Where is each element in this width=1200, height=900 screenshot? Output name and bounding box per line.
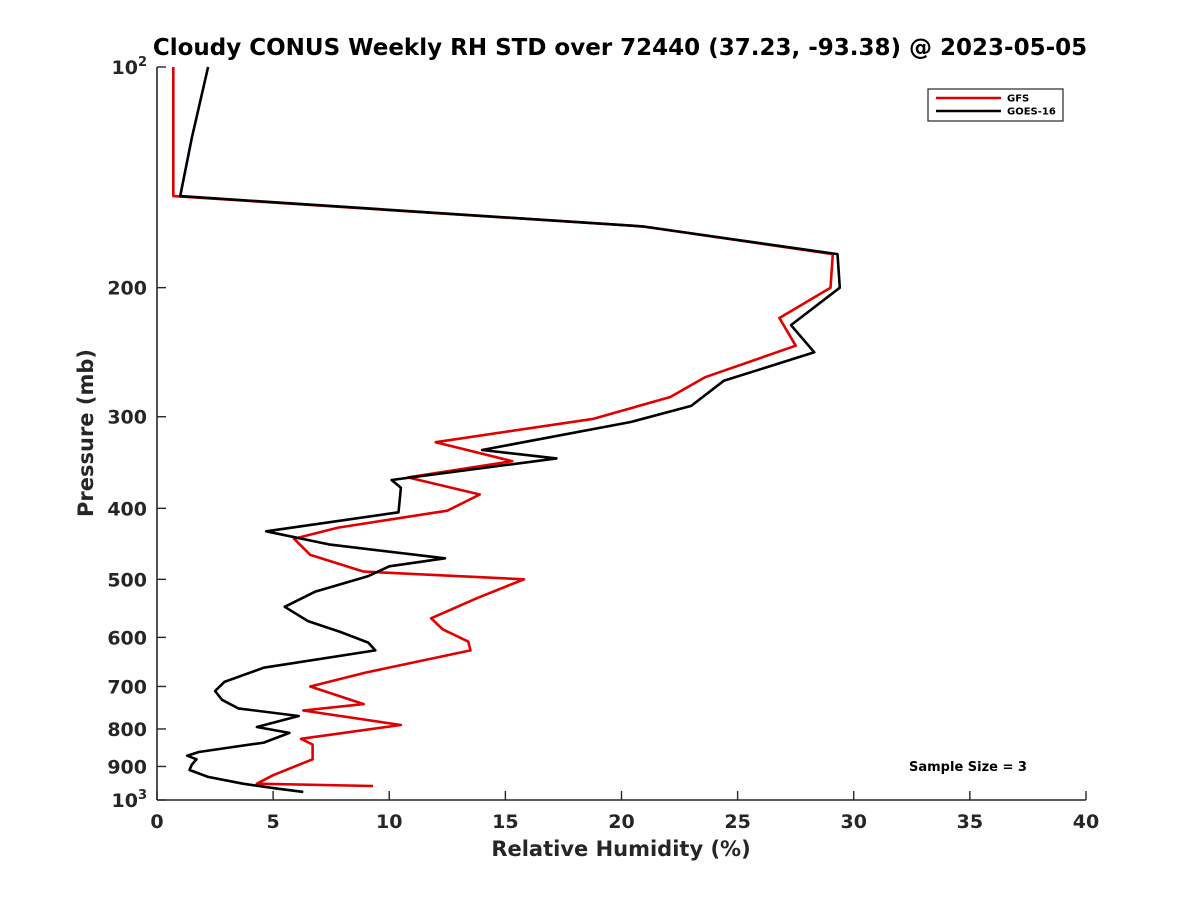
y-tick-label: 400	[107, 498, 147, 520]
x-tick-label: 10	[376, 811, 402, 833]
y-tick-label: 800	[107, 719, 147, 741]
legend-label-gfs: GFS	[1007, 94, 1029, 105]
y-tick-label: 600	[107, 627, 147, 649]
legend: GFS GOES-16	[927, 88, 1064, 122]
series-layer	[172, 66, 842, 794]
x-tick-label: 15	[492, 811, 518, 833]
plot-background	[157, 67, 1086, 800]
y-tick-label: 700	[107, 676, 147, 698]
legend-label-goes-16: GOES-16	[1007, 107, 1056, 118]
x-tick-label: 40	[1073, 811, 1099, 833]
y-tick-label: 200	[107, 278, 147, 300]
x-tick-label: 20	[608, 811, 634, 833]
y-tick-label: 900	[107, 756, 147, 778]
x-tick-label: 35	[957, 811, 983, 833]
x-tick-label: 30	[841, 811, 867, 833]
y-axis-label: Pressure (mb)	[74, 349, 98, 517]
plot-area	[157, 67, 1086, 800]
chart-title: Cloudy CONUS Weekly RH STD over 72440 (3…	[153, 35, 1087, 61]
x-tick-label: 25	[724, 811, 750, 833]
x-axis-label: Relative Humidity (%)	[491, 837, 750, 861]
y-tick-label: 102	[112, 55, 148, 79]
x-tick-label: 5	[267, 811, 280, 833]
series-line-goes-16	[178, 66, 842, 794]
x-ticks: 0 5 10 15 20 25 30 35 40	[150, 791, 1099, 833]
y-tick-label: 103	[112, 788, 148, 812]
legend-box	[927, 88, 1064, 122]
y-tick-label: 500	[107, 569, 147, 591]
series-line-gfs	[172, 67, 835, 788]
sample-size-annotation: Sample Size = 3	[909, 760, 1027, 775]
y-ticks: 102 200 300 400 500 600 700 800 900 103	[107, 55, 166, 812]
y-tick-label: 300	[107, 407, 147, 429]
x-tick-label: 0	[150, 811, 163, 833]
